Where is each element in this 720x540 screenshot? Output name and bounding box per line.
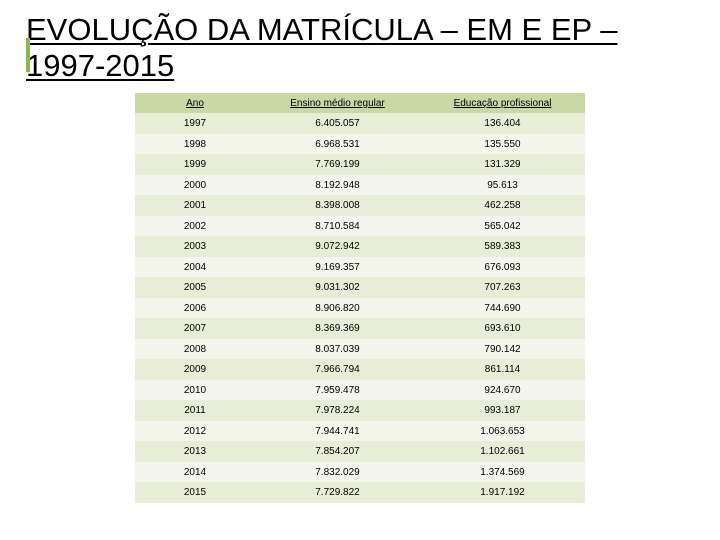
table-row: 20078.369.369693.610 <box>135 318 585 339</box>
table-row: 20068.906.820744.690 <box>135 298 585 319</box>
cell-year: 2013 <box>135 441 255 462</box>
cell-ep: 95.613 <box>420 175 585 196</box>
cell-em: 7.966.794 <box>255 359 420 380</box>
cell-em: 7.832.029 <box>255 462 420 483</box>
cell-em: 7.854.207 <box>255 441 420 462</box>
cell-ep: 565.042 <box>420 216 585 237</box>
cell-em: 9.072.942 <box>255 236 420 257</box>
table-row: 20127.944.7411.063.653 <box>135 421 585 442</box>
column-header-year: Ano <box>135 93 255 113</box>
cell-ep: 693.610 <box>420 318 585 339</box>
table-row: 20097.966.794861.114 <box>135 359 585 380</box>
cell-em: 8.192.948 <box>255 175 420 196</box>
table-row: 20157.729.8221.917.192 <box>135 482 585 503</box>
cell-ep: 993.187 <box>420 400 585 421</box>
cell-ep: 136.404 <box>420 113 585 134</box>
cell-em: 7.769.199 <box>255 154 420 175</box>
table-row: 20028.710.584565.042 <box>135 216 585 237</box>
table-row: 20039.072.942589.383 <box>135 236 585 257</box>
cell-year: 2006 <box>135 298 255 319</box>
cell-ep: 1.917.192 <box>420 482 585 503</box>
cell-em: 7.959.478 <box>255 380 420 401</box>
table-header-row: Ano Ensino médio regular Educação profis… <box>135 93 585 113</box>
cell-em: 8.906.820 <box>255 298 420 319</box>
cell-em: 8.710.584 <box>255 216 420 237</box>
cell-year: 2000 <box>135 175 255 196</box>
page-title: EVOLUÇÃO DA MATRÍCULA – EM E EP – 1997-2… <box>26 12 700 83</box>
cell-ep: 1.063.653 <box>420 421 585 442</box>
cell-year: 2012 <box>135 421 255 442</box>
table-row: 20117.978.224993.187 <box>135 400 585 421</box>
cell-year: 1999 <box>135 154 255 175</box>
cell-ep: 861.114 <box>420 359 585 380</box>
cell-year: 2010 <box>135 380 255 401</box>
cell-ep: 589.383 <box>420 236 585 257</box>
cell-year: 2005 <box>135 277 255 298</box>
cell-year: 2004 <box>135 257 255 278</box>
column-header-ep: Educação profissional <box>420 93 585 113</box>
table-row: 20147.832.0291.374.569 <box>135 462 585 483</box>
cell-em: 9.169.357 <box>255 257 420 278</box>
cell-ep: 744.690 <box>420 298 585 319</box>
table-row: 19997.769.199131.329 <box>135 154 585 175</box>
cell-year: 1998 <box>135 134 255 155</box>
table-row: 20008.192.94895.613 <box>135 175 585 196</box>
cell-ep: 462.258 <box>420 195 585 216</box>
cell-year: 2015 <box>135 482 255 503</box>
cell-year: 2011 <box>135 400 255 421</box>
table-row: 19986.968.531135.550 <box>135 134 585 155</box>
cell-ep: 135.550 <box>420 134 585 155</box>
cell-ep: 707.263 <box>420 277 585 298</box>
cell-ep: 676.093 <box>420 257 585 278</box>
cell-year: 2007 <box>135 318 255 339</box>
cell-year: 2003 <box>135 236 255 257</box>
cell-year: 2008 <box>135 339 255 360</box>
cell-em: 8.369.369 <box>255 318 420 339</box>
cell-em: 9.031.302 <box>255 277 420 298</box>
enrollment-table: Ano Ensino médio regular Educação profis… <box>135 93 585 503</box>
cell-year: 2002 <box>135 216 255 237</box>
cell-ep: 790.142 <box>420 339 585 360</box>
cell-em: 8.037.039 <box>255 339 420 360</box>
cell-ep: 131.329 <box>420 154 585 175</box>
cell-em: 7.978.224 <box>255 400 420 421</box>
cell-em: 8.398.008 <box>255 195 420 216</box>
cell-ep: 1.102.661 <box>420 441 585 462</box>
cell-em: 7.944.741 <box>255 421 420 442</box>
table-body: 19976.405.057136.40419986.968.531135.550… <box>135 113 585 503</box>
column-header-em: Ensino médio regular <box>255 93 420 113</box>
table-row: 19976.405.057136.404 <box>135 113 585 134</box>
cell-em: 6.968.531 <box>255 134 420 155</box>
cell-year: 2009 <box>135 359 255 380</box>
table-row: 20107.959.478924.670 <box>135 380 585 401</box>
cell-em: 7.729.822 <box>255 482 420 503</box>
table-row: 20018.398.008462.258 <box>135 195 585 216</box>
cell-year: 2014 <box>135 462 255 483</box>
cell-year: 2001 <box>135 195 255 216</box>
cell-ep: 1.374.569 <box>420 462 585 483</box>
table-row: 20137.854.2071.102.661 <box>135 441 585 462</box>
cell-em: 6.405.057 <box>255 113 420 134</box>
table-row: 20088.037.039790.142 <box>135 339 585 360</box>
table-row: 20059.031.302707.263 <box>135 277 585 298</box>
cell-year: 1997 <box>135 113 255 134</box>
accent-bar <box>26 38 30 72</box>
table-row: 20049.169.357676.093 <box>135 257 585 278</box>
cell-ep: 924.670 <box>420 380 585 401</box>
